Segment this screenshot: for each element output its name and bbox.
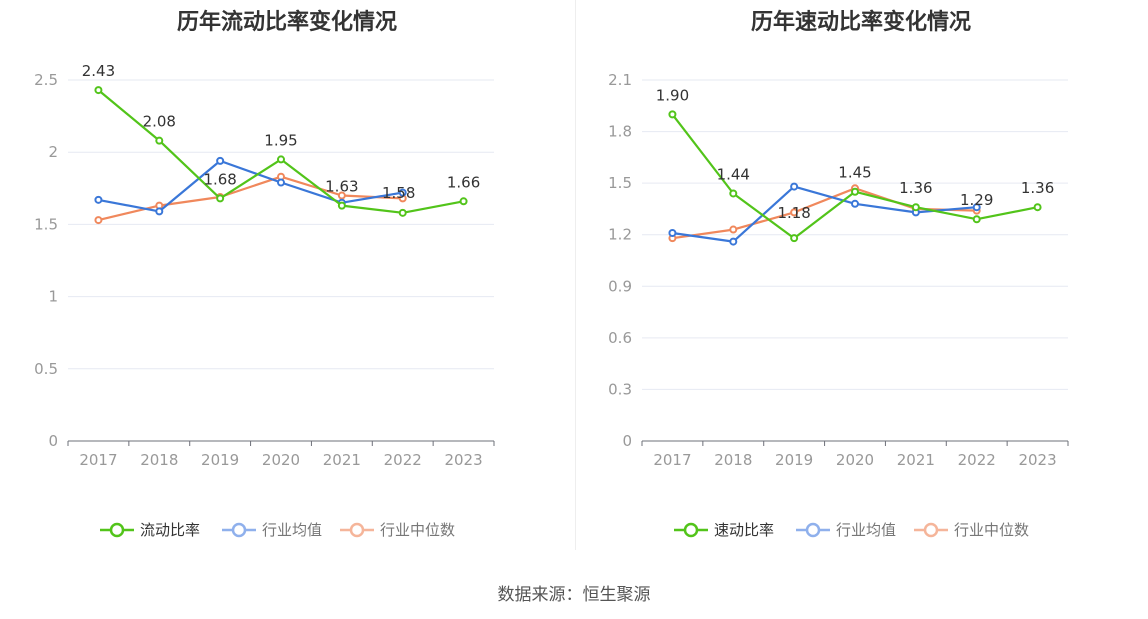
x-tick-label: 2019: [775, 451, 813, 469]
legend-label: 行业中位数: [954, 521, 1029, 539]
legend-item[interactable]: 速动比率: [674, 521, 774, 539]
data-point[interactable]: [155, 136, 164, 145]
series-line: [98, 159, 403, 213]
y-tick-label: 1.5: [608, 174, 632, 192]
data-label: 1.29: [960, 191, 993, 209]
data-label: 1.90: [656, 86, 689, 104]
x-tick-label: 2018: [140, 451, 178, 469]
data-label: 1.45: [838, 164, 871, 182]
legend-label: 速动比率: [714, 521, 774, 539]
data-point[interactable]: [337, 191, 346, 200]
data-label: 1.44: [717, 165, 750, 183]
x-tick-label: 2021: [897, 451, 935, 469]
data-label: 1.68: [203, 170, 236, 188]
legend-label: 行业中位数: [380, 521, 455, 539]
data-label: 1.18: [777, 204, 810, 222]
legend-label: 流动比率: [140, 521, 200, 539]
data-point[interactable]: [790, 182, 799, 191]
legend-item[interactable]: 行业均值: [222, 521, 322, 539]
data-point[interactable]: [729, 189, 738, 198]
data-label: 1.36: [899, 179, 932, 197]
data-source-note: 数据来源：恒生聚源: [497, 585, 651, 605]
data-label: 1.58: [382, 184, 415, 202]
data-point[interactable]: [277, 178, 285, 187]
quick-ratio-chart: 历年速动比率变化情况 0 0.3 0.6 0.9 1.2 1.5 1.8 2.1 2017 201…: [574, 0, 1148, 560]
legend-item[interactable]: 流动比率: [100, 521, 200, 539]
data-point[interactable]: [1033, 203, 1042, 212]
current-ratio-plot: 0 0.5 1 1.5 2 2.5 2017 2018 2019 2020 2021 2022 2023…: [34, 62, 495, 539]
x-tick-label: 2017: [653, 451, 691, 469]
data-point[interactable]: [668, 228, 677, 237]
y-tick-label: 0: [48, 432, 58, 450]
data-point[interactable]: [277, 155, 285, 164]
y-tick-label: 0.3: [608, 380, 632, 398]
data-label: 1.36: [1021, 179, 1054, 197]
data-point[interactable]: [790, 234, 799, 243]
chart-title: 历年流动比率变化情况: [176, 10, 397, 35]
x-tick-label: 2023: [444, 451, 482, 469]
data-point[interactable]: [790, 208, 799, 217]
data-point[interactable]: [911, 203, 920, 212]
y-tick-label: 0.5: [34, 360, 58, 378]
data-point[interactable]: [94, 86, 103, 95]
data-point[interactable]: [972, 215, 981, 224]
y-tick-label: 1.2: [608, 226, 632, 244]
legend-item[interactable]: 行业均值: [796, 521, 896, 539]
series-line: [672, 185, 977, 243]
data-point[interactable]: [94, 195, 103, 204]
data-point[interactable]: [729, 237, 738, 246]
legend-label: 行业均值: [262, 521, 322, 539]
x-tick-label: 2022: [384, 451, 422, 469]
data-point[interactable]: [398, 208, 407, 217]
x-tick-label: 2018: [714, 451, 752, 469]
y-tick-label: 1: [48, 288, 58, 306]
legend-marker-icon: [231, 522, 247, 538]
series-line: [98, 175, 403, 222]
legend-item[interactable]: 行业中位数: [914, 521, 1029, 539]
data-label: 1.66: [447, 173, 480, 191]
data-point[interactable]: [216, 194, 225, 203]
quick-ratio-plot: 0 0.3 0.6 0.9 1.2 1.5 1.8 2.1 2017 2018 2019 2020 20…: [608, 71, 1069, 539]
data-point[interactable]: [851, 187, 859, 196]
data-point[interactable]: [668, 110, 677, 119]
y-tick-label: 1.5: [34, 215, 58, 233]
legend-marker-icon: [683, 522, 699, 538]
data-point[interactable]: [851, 199, 859, 208]
x-tick-label: 2020: [262, 451, 300, 469]
x-tick-label: 2017: [79, 451, 117, 469]
legend-marker-icon: [805, 522, 821, 538]
data-point[interactable]: [972, 203, 981, 212]
data-label: 1.63: [325, 178, 358, 196]
x-tick-label: 2022: [958, 451, 996, 469]
chart-title: 历年速动比率变化情况: [750, 10, 971, 35]
data-point[interactable]: [398, 188, 407, 197]
y-tick-label: 0.6: [608, 329, 632, 347]
x-tick-label: 2019: [201, 451, 239, 469]
current-ratio-chart: 历年流动比率变化情况 0 0.5 1 1.5 2 2.5 2017 2018 2019 2020 2…: [0, 0, 574, 560]
legend-marker-icon: [923, 522, 939, 538]
y-tick-label: 2.1: [608, 71, 632, 89]
legend-marker-icon: [109, 522, 125, 538]
x-tick-label: 2020: [836, 451, 874, 469]
data-point[interactable]: [729, 225, 738, 234]
y-tick-label: 1.8: [608, 123, 632, 141]
legend-label: 行业均值: [836, 521, 896, 539]
data-label: 2.43: [82, 62, 115, 80]
y-tick-label: 2.5: [34, 71, 58, 89]
data-point[interactable]: [216, 156, 225, 165]
data-point[interactable]: [459, 197, 468, 206]
data-point[interactable]: [155, 207, 164, 216]
data-label: 2.08: [143, 113, 176, 131]
data-point[interactable]: [94, 216, 103, 225]
y-tick-label: 0: [622, 432, 632, 450]
legend-marker-icon: [349, 522, 365, 538]
y-tick-label: 0.9: [608, 277, 632, 295]
data-label: 1.95: [264, 131, 297, 149]
panel-divider: [575, 0, 576, 550]
x-tick-label: 2023: [1018, 451, 1056, 469]
data-point[interactable]: [337, 201, 346, 210]
legend-item[interactable]: 行业中位数: [340, 521, 455, 539]
y-tick-label: 2: [48, 143, 58, 161]
x-tick-label: 2021: [323, 451, 361, 469]
